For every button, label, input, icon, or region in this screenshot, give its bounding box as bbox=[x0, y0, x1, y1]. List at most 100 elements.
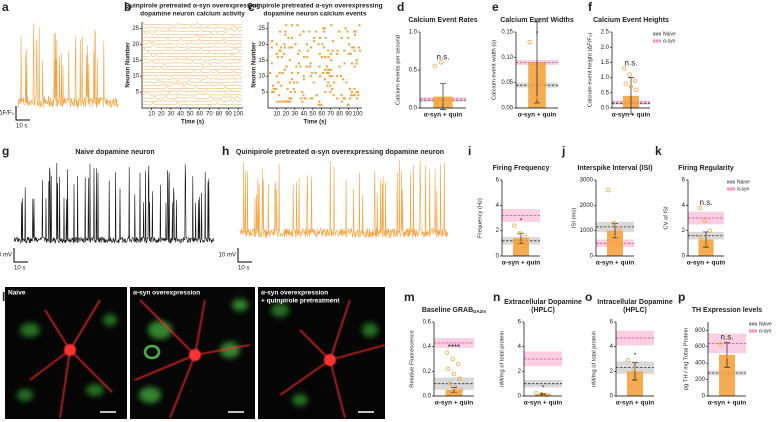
y-tick-label: 20 bbox=[132, 42, 139, 48]
event bbox=[352, 46, 356, 49]
legend-label: Naive bbox=[663, 31, 676, 37]
y-tick-label: 25 bbox=[132, 26, 139, 32]
data-point bbox=[457, 376, 462, 381]
event bbox=[285, 100, 288, 103]
y-tick-label: 25 bbox=[258, 26, 265, 32]
event bbox=[280, 84, 283, 87]
data-point bbox=[451, 371, 457, 376]
event bbox=[302, 94, 305, 97]
x-tick-label: α-syn + quin bbox=[518, 112, 557, 119]
x-tick-label: 60 bbox=[196, 112, 203, 118]
panel-title: (HPLC) bbox=[531, 307, 555, 314]
neuron-trace bbox=[142, 98, 243, 102]
panel-title: Calcium Event Rates bbox=[408, 17, 477, 24]
event bbox=[324, 56, 327, 59]
data-point bbox=[512, 223, 517, 228]
event bbox=[275, 52, 278, 55]
event bbox=[348, 97, 352, 100]
data-point bbox=[718, 342, 723, 347]
event bbox=[350, 46, 354, 49]
y-tick-label: 6 bbox=[682, 178, 686, 184]
event bbox=[301, 91, 304, 94]
event bbox=[321, 43, 324, 46]
y-axis-label: ISI (ms) bbox=[572, 208, 578, 228]
x-tick-label: α-syn + quin bbox=[502, 260, 541, 267]
event bbox=[315, 94, 318, 97]
event bbox=[353, 33, 357, 36]
event bbox=[327, 56, 330, 59]
y-tick-label: 4 bbox=[682, 203, 686, 209]
scale-label: 10 s bbox=[238, 266, 249, 272]
event bbox=[343, 62, 346, 65]
event bbox=[330, 75, 334, 78]
neuron-trace bbox=[142, 34, 243, 39]
image-label: Naive bbox=[8, 290, 26, 297]
significance: * bbox=[634, 352, 637, 359]
y-tick-label: 800 bbox=[695, 328, 706, 334]
data-point bbox=[623, 81, 628, 86]
event bbox=[333, 81, 336, 84]
data-point bbox=[444, 350, 450, 356]
data-point bbox=[518, 241, 524, 246]
event bbox=[293, 91, 297, 94]
event bbox=[275, 75, 279, 78]
y-tick-label: 200 bbox=[695, 377, 706, 383]
event bbox=[309, 65, 312, 68]
image-label: α-syn overexpression bbox=[133, 290, 200, 297]
x-tick-label: 10 bbox=[148, 112, 155, 118]
y-tick-label: 0 bbox=[590, 254, 594, 260]
neuron-trace bbox=[142, 41, 242, 45]
event bbox=[288, 100, 292, 103]
panel-title: Extracellular Dopamine bbox=[504, 299, 582, 306]
event bbox=[348, 87, 352, 90]
event bbox=[290, 78, 294, 81]
panel-title: Calcium Event Heights bbox=[593, 17, 669, 24]
y-tick-label: 3000 bbox=[580, 178, 594, 184]
panel-letter: n bbox=[493, 290, 500, 304]
neuron-trace bbox=[142, 85, 243, 90]
event bbox=[318, 36, 322, 39]
event bbox=[336, 52, 339, 55]
event bbox=[338, 65, 341, 68]
data-point bbox=[440, 98, 446, 103]
event bbox=[309, 97, 312, 100]
event bbox=[285, 65, 288, 68]
panel-title: Firing Frequency bbox=[493, 165, 550, 172]
event bbox=[283, 43, 286, 46]
event bbox=[278, 49, 281, 52]
legend-label: α-syn bbox=[759, 328, 772, 334]
event bbox=[278, 100, 281, 103]
y-tick-label: 1.0 bbox=[601, 75, 610, 81]
y-tick-label: 2 bbox=[496, 228, 500, 234]
y-axis-label: Calcium event width (s) bbox=[492, 40, 498, 100]
data-point bbox=[702, 218, 707, 223]
event bbox=[332, 94, 335, 97]
event bbox=[329, 84, 332, 87]
error-bar bbox=[632, 362, 638, 381]
event bbox=[284, 33, 287, 36]
y-axis-label: Neuron Number bbox=[252, 42, 258, 88]
event bbox=[275, 87, 278, 90]
data-point bbox=[728, 360, 734, 366]
panel-letter: c bbox=[248, 0, 255, 14]
panel-title: (HPLC) bbox=[623, 307, 647, 314]
x-tick-label: 90 bbox=[345, 112, 352, 118]
y-axis-label: pg TH / mg Total Protein bbox=[684, 328, 690, 390]
event bbox=[275, 43, 278, 46]
event bbox=[278, 71, 281, 74]
y-tick-label: 1.0 bbox=[409, 30, 418, 36]
neuron-trace bbox=[142, 31, 242, 35]
y-tick-label: 15 bbox=[258, 58, 265, 64]
event bbox=[358, 49, 362, 52]
panel-title: Baseline GRABDA2m bbox=[422, 307, 486, 314]
data-point bbox=[524, 243, 529, 249]
event bbox=[291, 71, 294, 74]
event bbox=[297, 62, 301, 65]
x-tick-label: α-syn + quin bbox=[687, 260, 726, 267]
y-tick-label: 400 bbox=[695, 361, 706, 367]
event bbox=[301, 100, 304, 103]
x-tick-label: 100 bbox=[233, 112, 244, 118]
neuron-trace bbox=[142, 47, 243, 51]
reference-band bbox=[524, 351, 562, 367]
event bbox=[290, 97, 293, 100]
